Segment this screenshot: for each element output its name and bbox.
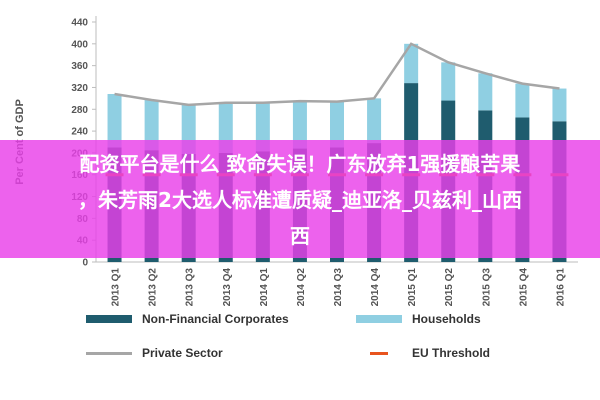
legend-item-private: Private Sector	[86, 346, 223, 360]
bar-households	[552, 88, 567, 122]
bar-households	[255, 102, 270, 152]
x-tick-label: 2014 Q2	[296, 268, 307, 307]
x-tick-label: 2015 Q2	[444, 268, 455, 307]
legend-item-households: Households	[356, 312, 481, 326]
y-tick-label: 320	[71, 83, 88, 94]
y-tick-label: 240	[71, 127, 88, 138]
legend-swatch-threshold	[370, 351, 388, 355]
legend-label-corporates: Non-Financial Corporates	[142, 312, 289, 326]
x-tick-label: 2013 Q3	[185, 268, 196, 307]
bar-households	[404, 43, 419, 84]
x-tick-label: 2016 Q1	[555, 268, 566, 307]
bar-households	[441, 62, 456, 101]
bar-households	[107, 94, 122, 148]
bar-households	[367, 98, 382, 144]
legend-label-households: Households	[412, 312, 481, 326]
overlay-line-2: ，朱芳雨2大选人标准遭质疑_迪亚洛_贝兹利_山西	[78, 188, 522, 212]
legend-item-threshold: EU Threshold	[356, 346, 490, 360]
legend-swatch-private	[86, 351, 132, 355]
x-tick-label: 2014 Q3	[333, 268, 344, 307]
legend-swatch-corporates	[86, 315, 132, 323]
y-tick-label: 0	[82, 258, 88, 269]
y-tick-label: 360	[71, 61, 88, 72]
legend-swatch-households	[356, 315, 402, 323]
legend-label-private: Private Sector	[142, 346, 223, 360]
legend-label-threshold: EU Threshold	[412, 346, 491, 360]
bar-households	[292, 101, 307, 149]
x-tick-label: 2015 Q1	[407, 268, 418, 307]
overlay-line-3: 西	[290, 224, 310, 248]
x-tick-label: 2013 Q2	[148, 268, 159, 307]
bar-households	[478, 73, 493, 111]
x-tick-label: 2014 Q4	[370, 268, 381, 307]
bar-households	[330, 101, 344, 148]
x-tick-label: 2015 Q3	[481, 268, 492, 307]
y-tick-label: 440	[71, 18, 88, 29]
x-tick-label: 2013 Q4	[222, 268, 233, 307]
x-tick-label: 2014 Q1	[259, 268, 270, 307]
overlay-line-1: 配资平台是什么 致命失误！广东放弃1强援酿苦果	[79, 152, 521, 176]
headline-overlay-banner[interactable]: 配资平台是什么 致命失误！广东放弃1强援酿苦果 ，朱芳雨2大选人标准遭质疑_迪亚…	[0, 140, 600, 258]
x-tick-label: 2013 Q1	[111, 268, 122, 307]
line-private-sector	[114, 42, 560, 107]
bar-households	[515, 83, 530, 118]
legend-item-corporates: Non-Financial Corporates	[86, 312, 289, 326]
x-tick-label: 2015 Q4	[518, 268, 529, 307]
bar-households	[144, 100, 159, 151]
y-tick-label: 280	[71, 105, 88, 116]
y-tick-label: 400	[71, 39, 88, 50]
